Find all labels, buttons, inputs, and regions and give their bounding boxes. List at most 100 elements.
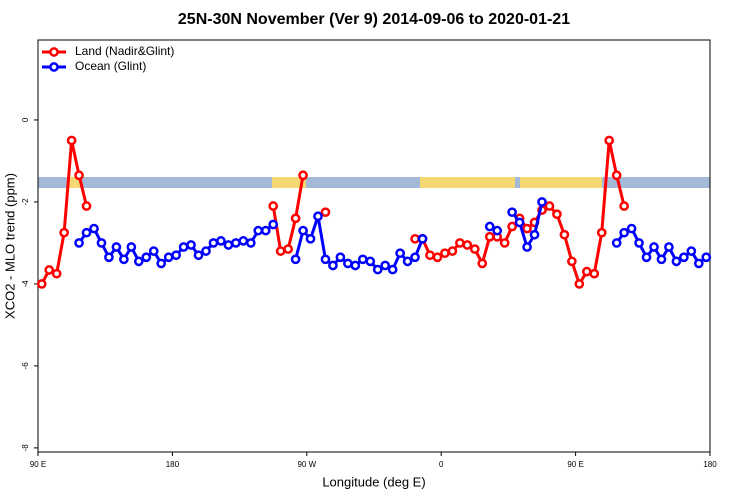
point [686, 246, 697, 256]
point [611, 170, 622, 181]
point [619, 227, 629, 238]
point [581, 266, 592, 277]
point [81, 227, 92, 238]
point [163, 252, 174, 263]
point [260, 225, 271, 236]
point [469, 244, 480, 254]
point [410, 252, 420, 263]
point [111, 242, 122, 252]
point [380, 260, 391, 271]
point [664, 242, 674, 252]
point [701, 252, 712, 263]
y-axis-label: XCO2 - MLO trend (ppm) [2, 173, 17, 319]
point [604, 135, 615, 146]
point [499, 238, 510, 248]
point [552, 209, 562, 220]
point [440, 248, 450, 259]
point [216, 236, 226, 246]
point [44, 265, 55, 275]
y-tick-label: -8 [21, 444, 30, 452]
point [596, 227, 607, 238]
point [51, 268, 62, 279]
point [656, 254, 667, 265]
x-tick-label: 90 W [297, 460, 316, 469]
point [283, 244, 293, 254]
point [365, 256, 376, 267]
point [492, 225, 503, 236]
point [432, 252, 443, 263]
x-tick-label: 90 E [30, 460, 46, 469]
x-tick-label: 90 E [567, 460, 583, 469]
point [245, 238, 256, 248]
point [231, 238, 241, 248]
point [298, 225, 308, 236]
point [357, 254, 368, 265]
point [253, 225, 264, 236]
point [36, 279, 47, 289]
legend-label: Land (Nadir&Glint) [75, 44, 174, 58]
point [544, 201, 555, 211]
point [320, 207, 331, 218]
point [275, 246, 286, 256]
point [693, 258, 704, 269]
point [268, 201, 279, 211]
point [567, 256, 577, 267]
point [514, 217, 525, 228]
plot-frame [37, 39, 711, 453]
point [641, 252, 652, 263]
point [574, 279, 585, 289]
point [81, 201, 92, 211]
point [268, 219, 279, 230]
point [171, 250, 181, 261]
point [148, 246, 159, 256]
point [395, 248, 405, 259]
point [507, 221, 517, 232]
point [66, 135, 77, 146]
point [343, 258, 353, 269]
point [484, 231, 495, 242]
point [238, 236, 249, 246]
point [484, 221, 495, 232]
x-tick-label: 180 [166, 460, 180, 469]
legend-label: Ocean (Glint) [75, 59, 146, 73]
x-axis-label: Longitude (deg E) [322, 474, 425, 489]
point [507, 207, 517, 218]
point [328, 260, 338, 271]
point [462, 240, 473, 250]
point [156, 258, 167, 269]
point [223, 240, 234, 250]
y-tick-label: -4 [21, 280, 30, 288]
point [387, 264, 398, 275]
point [529, 229, 540, 240]
point [104, 252, 114, 263]
point [537, 197, 547, 207]
y-tick-label: 0 [21, 117, 30, 122]
point [372, 264, 383, 275]
point [313, 211, 323, 222]
point [350, 260, 361, 271]
legend-marker [49, 62, 59, 72]
point [634, 238, 644, 248]
point [417, 233, 428, 244]
legend-marker [49, 47, 59, 57]
point [649, 242, 659, 252]
point [119, 254, 129, 265]
point [305, 233, 316, 244]
point [59, 227, 69, 238]
point [402, 256, 413, 267]
point [141, 252, 152, 263]
x-tick-label: 0 [439, 460, 444, 469]
x-tick-label: 180 [703, 460, 717, 469]
point [425, 250, 435, 261]
point [133, 256, 144, 267]
point [320, 254, 331, 265]
chart-title: 25N-30N November (Ver 9) 2014-09-06 to 2… [178, 11, 570, 28]
point [522, 242, 532, 252]
y-tick-label: -2 [21, 198, 30, 206]
point [335, 252, 346, 263]
point [186, 240, 196, 250]
point [178, 242, 189, 252]
point [559, 229, 570, 240]
point [290, 254, 301, 265]
series [36, 135, 629, 289]
